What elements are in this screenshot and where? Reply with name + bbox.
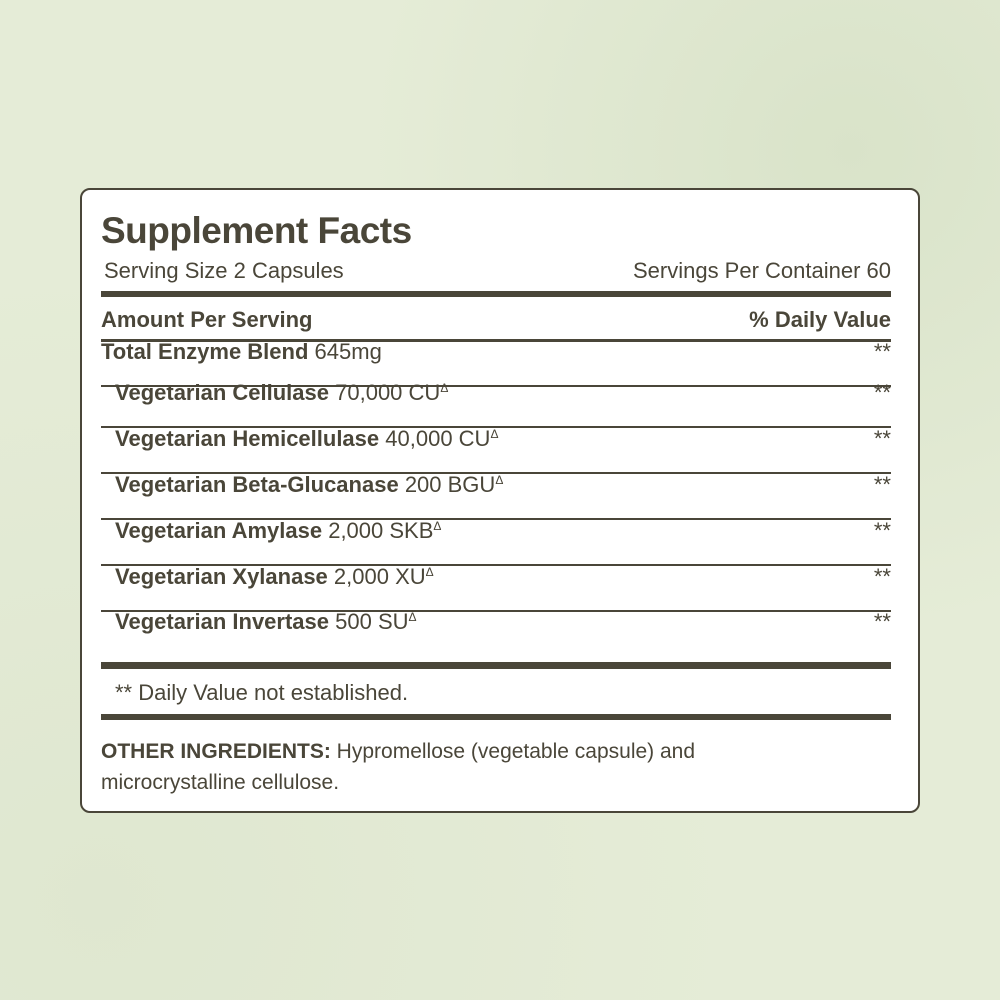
ingredient-label: Total Enzyme Blend 645mg [101, 340, 382, 364]
ingredient-name: Total Enzyme Blend [101, 339, 309, 364]
daily-value: ** [873, 472, 891, 497]
ingredient-name: Vegetarian Beta-Glucanase [115, 472, 399, 497]
ingredient-name: Vegetarian Hemicellulase [115, 426, 380, 451]
thick-divider [101, 662, 891, 669]
panel-title: Supplement Facts [101, 210, 412, 251]
supplement-facts-panel: Supplement Facts Serving Size 2 Capsules… [80, 188, 920, 813]
serving-size: Serving Size 2 Capsules [104, 258, 344, 283]
ingredient-name: Vegetarian Cellulase [115, 380, 329, 405]
delta-mark: Δ [495, 473, 504, 487]
ingredient-amount: 500 SU [335, 609, 409, 634]
serving-info: Serving Size 2 Capsules Servings Per Con… [104, 258, 891, 284]
ingredient-row: Total Enzyme Blend 645mg ** [101, 340, 891, 364]
ingredient-amount: 40,000 CU [385, 426, 491, 451]
ingredient-label: Vegetarian Invertase 500 SUΔ [101, 610, 417, 634]
ingredient-amount: 70,000 CU [335, 380, 441, 405]
servings-per-container: Servings Per Container 60 [632, 258, 891, 283]
delta-mark: Δ [440, 381, 449, 395]
thick-divider [101, 291, 891, 297]
ingredient-row: Vegetarian Hemicellulase 40,000 CUΔ ** [101, 427, 891, 451]
ingredient-name: Vegetarian Xylanase [115, 564, 328, 589]
ingredient-amount: 2,000 SKB [328, 518, 434, 543]
header-row: Amount Per Serving % Daily Value [101, 308, 891, 332]
ingredient-label: Vegetarian Cellulase 70,000 CUΔ [101, 381, 448, 405]
other-ingredients-label: OTHER INGREDIENTS: [101, 740, 331, 763]
daily-value: ** [873, 339, 891, 364]
daily-value: ** [873, 426, 891, 451]
ingredient-row: Vegetarian Xylanase 2,000 XUΔ ** [101, 565, 891, 589]
thin-divider [101, 426, 891, 428]
ingredient-row: Vegetarian Amylase 2,000 SKBΔ ** [101, 519, 891, 543]
ingredient-row: Vegetarian Beta-Glucanase 200 BGUΔ ** [101, 473, 891, 497]
ingredient-label: Vegetarian Amylase 2,000 SKBΔ [101, 519, 441, 543]
daily-value: ** [873, 380, 891, 405]
thin-divider [101, 564, 891, 566]
divider [101, 339, 891, 342]
delta-mark: Δ [490, 427, 499, 441]
amount-header: Amount Per Serving [101, 307, 313, 332]
ingredient-label: Vegetarian Beta-Glucanase 200 BGUΔ [101, 473, 503, 497]
footnote: ** Daily Value not established. [115, 680, 409, 705]
delta-mark: Δ [425, 565, 434, 579]
thin-divider [101, 472, 891, 474]
other-ingredients-text: Hypromellose (vegetable capsule) and mic… [101, 740, 696, 794]
thin-divider [101, 518, 891, 520]
other-ingredients: OTHER INGREDIENTS: Hypromellose (vegetab… [101, 736, 821, 798]
daily-value: ** [873, 609, 891, 634]
ingredient-label: Vegetarian Hemicellulase 40,000 CUΔ [101, 427, 498, 451]
ingredient-row: Vegetarian Invertase 500 SUΔ ** [101, 610, 891, 634]
thin-divider [101, 385, 891, 387]
thin-divider [101, 610, 891, 612]
daily-value: ** [873, 564, 891, 589]
ingredient-label: Vegetarian Xylanase 2,000 XUΔ [101, 565, 434, 589]
ingredient-name: Vegetarian Invertase [115, 609, 330, 634]
thick-divider [101, 714, 891, 720]
ingredient-amount: 200 BGU [404, 472, 496, 497]
delta-mark: Δ [408, 610, 417, 624]
daily-value: ** [873, 518, 891, 543]
ingredient-name: Vegetarian Amylase [115, 518, 323, 543]
daily-value-header: % Daily Value [749, 307, 891, 332]
ingredient-amount: 2,000 XU [333, 564, 426, 589]
delta-mark: Δ [433, 519, 442, 533]
ingredient-row: Vegetarian Cellulase 70,000 CUΔ ** [101, 381, 891, 405]
ingredient-amount: 645mg [314, 339, 382, 364]
